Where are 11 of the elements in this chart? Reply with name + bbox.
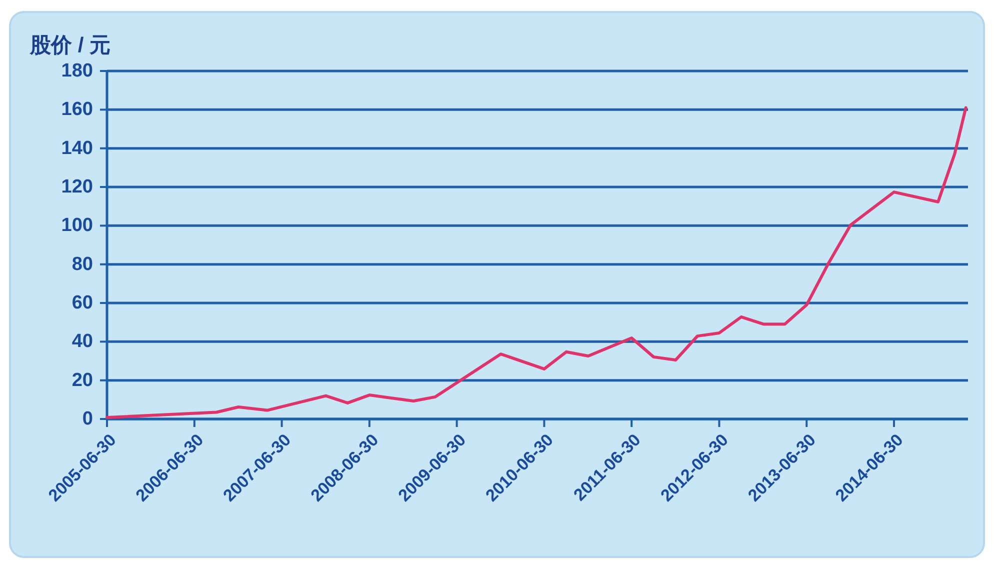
y-tick-label: 80 <box>72 254 93 275</box>
y-tick-label: 0 <box>82 408 93 430</box>
y-tick-label: 180 <box>61 60 93 82</box>
y-tick-label: 160 <box>61 99 93 120</box>
y-axis-title: 股价 / 元 <box>29 34 111 57</box>
y-tick-label: 100 <box>61 215 93 236</box>
y-tick-label: 20 <box>72 370 93 391</box>
y-tick-label: 60 <box>72 292 93 314</box>
y-tick-label: 120 <box>61 176 93 198</box>
y-tick-label: 140 <box>61 138 93 159</box>
y-tick-label: 40 <box>72 331 93 352</box>
